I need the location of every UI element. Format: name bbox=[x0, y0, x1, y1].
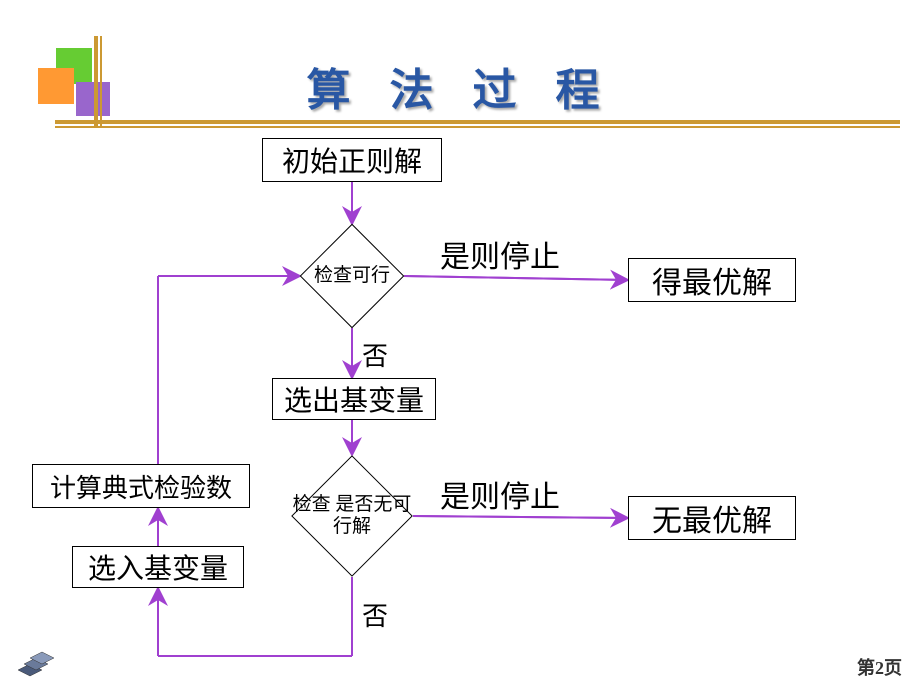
node-optimal-label: 得最优解 bbox=[652, 258, 772, 302]
node-calc: 计算典式检验数 bbox=[32, 464, 250, 508]
node-start-label: 初始正则解 bbox=[282, 140, 422, 180]
edge-label: 否 bbox=[362, 336, 388, 373]
page-number: 第2页 bbox=[857, 654, 902, 680]
node-start: 初始正则解 bbox=[262, 138, 442, 182]
node-check-feasible-label: 检查可行 bbox=[293, 217, 411, 335]
node-check-infeasible: 检查 是否无可 行解 bbox=[309, 473, 395, 559]
node-calc-label: 计算典式检验数 bbox=[50, 468, 232, 505]
node-no-optimal-label: 无最优解 bbox=[652, 496, 772, 540]
node-check-feasible: 检查可行 bbox=[315, 239, 389, 313]
edge-label: 是则停止 bbox=[440, 472, 560, 516]
edge-label: 是则停止 bbox=[440, 232, 560, 276]
node-no-optimal: 无最优解 bbox=[628, 496, 796, 540]
edge-label: 否 bbox=[362, 596, 388, 633]
node-select-out: 选出基变量 bbox=[272, 378, 436, 420]
node-check-infeasible-label: 检查 是否无可 行解 bbox=[283, 447, 421, 585]
node-optimal: 得最优解 bbox=[628, 258, 796, 302]
books-icon bbox=[16, 644, 56, 678]
node-select-in-label: 选入基变量 bbox=[88, 547, 228, 587]
node-select-out-label: 选出基变量 bbox=[284, 379, 424, 419]
node-select-in: 选入基变量 bbox=[72, 546, 244, 588]
